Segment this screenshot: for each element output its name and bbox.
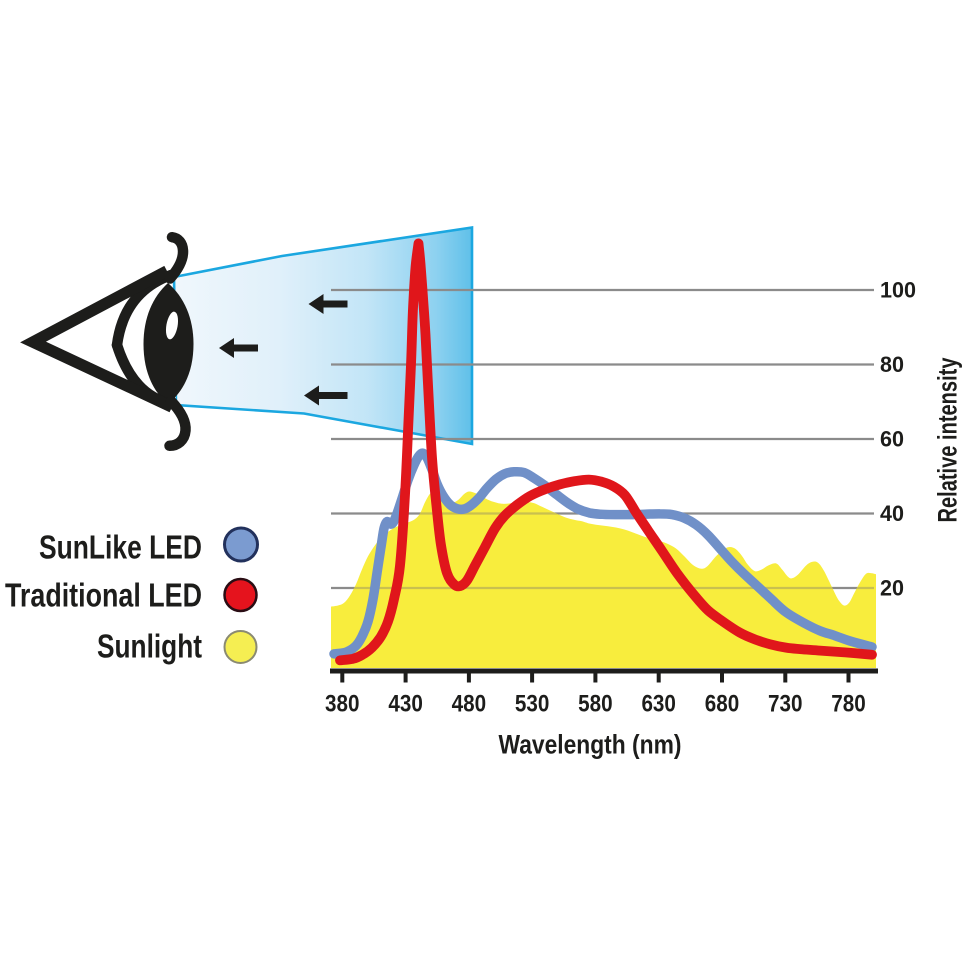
svg-text:680: 680: [705, 691, 740, 718]
svg-text:630: 630: [641, 691, 676, 718]
svg-text:Traditional LED: Traditional LED: [5, 577, 202, 614]
svg-text:730: 730: [768, 691, 803, 718]
svg-text:430: 430: [388, 691, 423, 718]
svg-text:380: 380: [325, 691, 360, 718]
svg-text:Relative intensity: Relative intensity: [933, 357, 963, 522]
svg-text:100: 100: [880, 278, 916, 303]
svg-text:60: 60: [880, 427, 904, 452]
svg-text:480: 480: [452, 691, 487, 718]
svg-text:80: 80: [880, 352, 904, 377]
svg-text:SunLike LED: SunLike LED: [39, 529, 202, 566]
svg-text:40: 40: [880, 501, 904, 526]
svg-text:Wavelength (nm): Wavelength (nm): [499, 730, 682, 760]
svg-text:580: 580: [578, 691, 613, 718]
svg-text:780: 780: [831, 691, 866, 718]
svg-text:20: 20: [880, 576, 904, 601]
svg-text:530: 530: [515, 691, 550, 718]
svg-text:Sunlight: Sunlight: [97, 628, 202, 665]
